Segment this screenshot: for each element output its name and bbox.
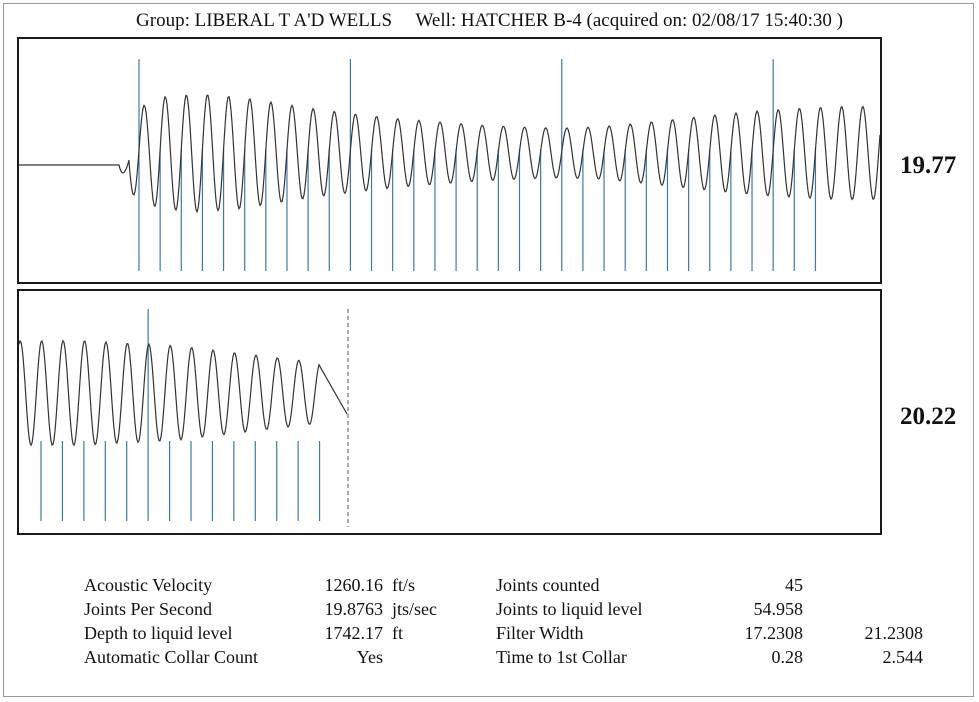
report-header: Group: LIBERAL T A'D WELLS Well: HATCHER… [0, 10, 979, 32]
group-name: Group: LIBERAL T A'D WELLS [136, 10, 393, 31]
waveform-plot-bottom [19, 309, 349, 527]
acoustic-waveform [19, 339, 348, 447]
result-value: 1742.17 [324, 623, 384, 643]
result-value-alt: 2.544 [882, 647, 924, 667]
results-table: Acoustic Velocity 1260.16 ft/s Joints count… [84, 573, 923, 669]
result-label: Automatic Collar Count [84, 647, 258, 667]
result-label: Joints Per Second [84, 599, 212, 619]
result-unit [383, 645, 496, 669]
acoustic-waveform [19, 94, 880, 214]
result-label: Filter Width [496, 623, 584, 643]
result-value-alt [803, 597, 923, 621]
joint-rate-top: 19.77 [900, 152, 957, 179]
result-label: Time to 1st Collar [496, 647, 627, 667]
result-value-alt [803, 573, 923, 597]
result-value: 1260.16 [324, 575, 384, 595]
well-info: Well: HATCHER B-4 (acquired on: 02/08/17… [415, 10, 843, 31]
result-unit: ft/s [392, 575, 416, 595]
waveform-panel-bottom [17, 289, 882, 535]
result-label: Joints counted [496, 575, 600, 595]
result-value: Yes [356, 647, 383, 667]
waveform-panel-top [17, 37, 882, 284]
report-frame [3, 3, 974, 697]
result-unit: ft [392, 623, 403, 643]
results-row: Acoustic Velocity 1260.16 ft/s Joints count… [84, 573, 923, 597]
result-unit: jts/sec [392, 599, 437, 619]
results-row: Joints Per Second 19.8763 jts/sec Joints to… [84, 597, 923, 621]
result-value: 17.2308 [744, 623, 804, 643]
results-row: Automatic Collar Count Yes Time to 1st Col… [84, 645, 923, 669]
result-value: 19.8763 [324, 599, 384, 619]
result-value: 0.28 [771, 647, 804, 667]
result-label: Joints to liquid level [496, 599, 643, 619]
waveform-plot-top [19, 59, 880, 271]
result-value: 45 [785, 575, 803, 595]
result-label: Acoustic Velocity [84, 575, 213, 595]
result-label: Depth to liquid level [84, 623, 233, 643]
results-row: Depth to liquid level 1742.17 ft Filter Wid… [84, 621, 923, 645]
result-value-alt: 21.2308 [864, 623, 924, 643]
joint-rate-bottom: 20.22 [900, 403, 957, 430]
result-value: 54.958 [753, 599, 804, 619]
